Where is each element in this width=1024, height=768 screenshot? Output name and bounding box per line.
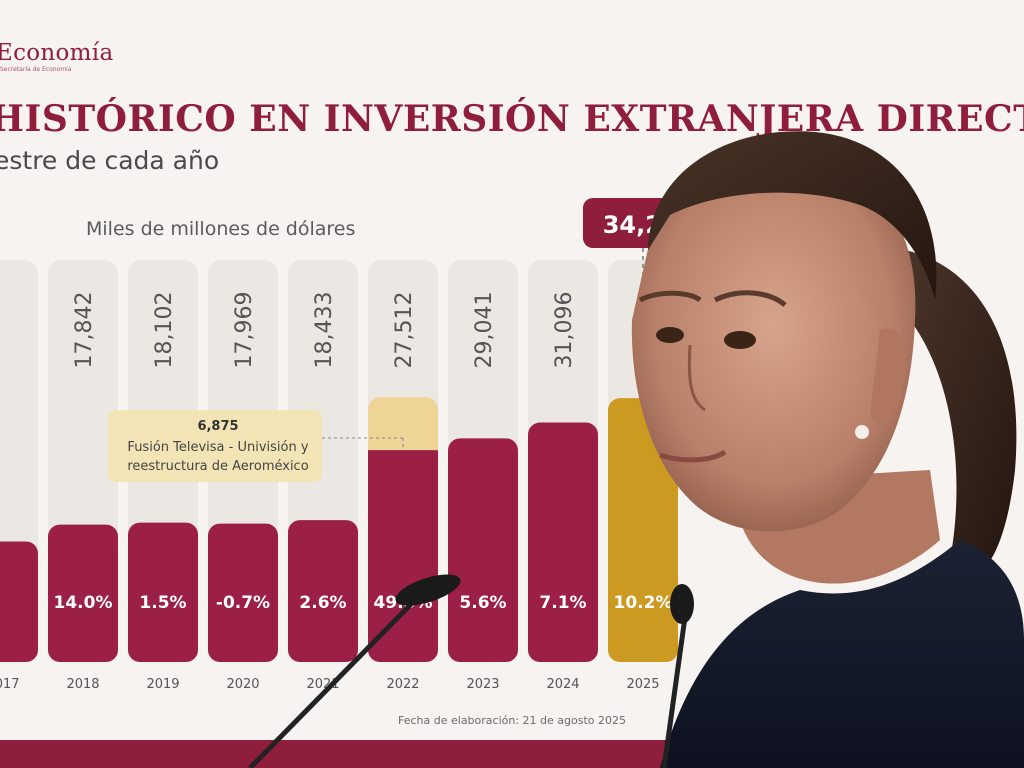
annotation-note-line1: Fusión Televisa - Univisión y — [127, 440, 308, 455]
total-label-2019: 18,102 — [152, 292, 177, 369]
total-label-2020: 17,969 — [232, 292, 257, 369]
x-tick-2025: 2025 — [626, 677, 659, 692]
bar-2022 — [368, 450, 438, 662]
total-label-2018: 17,842 — [72, 292, 97, 369]
bar-extra-2022 — [368, 397, 438, 461]
bar-2017 — [0, 541, 38, 662]
bar-2020 — [208, 523, 278, 662]
growth-label-2025: 10.2% — [614, 593, 673, 613]
bar-2019 — [128, 522, 198, 662]
total-label-2022: 27,512 — [392, 292, 417, 369]
x-tick-2020: 2020 — [226, 677, 259, 692]
x-tick-2018: 2018 — [66, 677, 99, 692]
total-label-2024: 31,096 — [552, 292, 577, 369]
bar-2023 — [448, 438, 518, 662]
unit-label: Miles de millones de dólares — [86, 218, 356, 240]
brand-logo-text: Economía — [0, 40, 114, 66]
growth-label-2021: 2.6% — [299, 593, 346, 613]
x-tick-2017: 2017 — [0, 677, 20, 692]
growth-label-2024: 7.1% — [539, 593, 586, 613]
bar-2024 — [528, 422, 598, 662]
annotation-box — [108, 410, 322, 482]
bar-extra-join — [368, 450, 438, 465]
chart-subtitle: estre de cada año — [0, 146, 220, 175]
growth-label-2018: 14.0% — [54, 593, 113, 613]
x-tick-2023: 2023 — [466, 677, 499, 692]
annotation-note-line2: reestructura de Aeroméxico — [127, 459, 308, 474]
x-tick-2024: 2024 — [546, 677, 579, 692]
footnote: Fecha de elaboración: 21 de agosto 2025 — [398, 714, 627, 727]
x-tick-2019: 2019 — [146, 677, 179, 692]
bar-2018 — [48, 524, 118, 662]
total-label-2021: 18,433 — [312, 292, 337, 369]
growth-label-2020: -0.7% — [216, 593, 270, 613]
growth-label-2023: 5.6% — [459, 593, 506, 613]
chart-title: HISTÓRICO EN INVERSIÓN EXTRANJERA DIRECT… — [0, 98, 1024, 140]
brand-subtext: Secretaría de Economía — [0, 66, 72, 73]
bar-2021 — [288, 520, 358, 662]
annotation-value: 6,875 — [197, 419, 238, 434]
total-label-2023: 29,041 — [472, 292, 497, 369]
x-tick-2022: 2022 — [386, 677, 419, 692]
bar-2025 — [608, 398, 678, 662]
growth-label-2019: 1.5% — [139, 593, 186, 613]
